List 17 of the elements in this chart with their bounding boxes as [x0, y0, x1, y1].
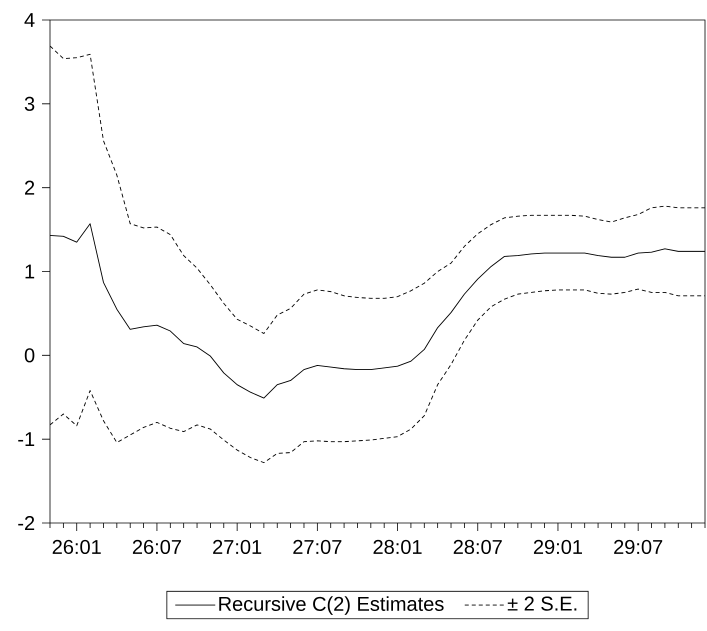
x-tick-label: 26:07 [132, 540, 181, 554]
y-tick-label: 1 [26, 264, 34, 278]
legend-label: ± 2 S.E. [508, 596, 576, 611]
legend-label: Recursive C(2) Estimates [219, 596, 444, 615]
y-tick-label: 4 [24, 13, 35, 27]
x-tick-label: 29:01 [534, 540, 582, 554]
x-tick-label: 27:01 [213, 540, 262, 554]
y-tick-label: -2 [18, 516, 34, 530]
y-tick-label: -1 [18, 432, 34, 446]
x-tick-label: 27:07 [293, 540, 342, 554]
x-tick-label: 26:01 [52, 540, 101, 554]
x-tick-label: 29:07 [614, 540, 662, 554]
x-tick-label: 28:01 [374, 540, 422, 554]
y-tick-label: 2 [25, 180, 34, 195]
y-tick-label: 0 [24, 348, 34, 362]
x-tick-label: 28:07 [454, 540, 502, 554]
y-tick-label: 3 [24, 96, 34, 111]
